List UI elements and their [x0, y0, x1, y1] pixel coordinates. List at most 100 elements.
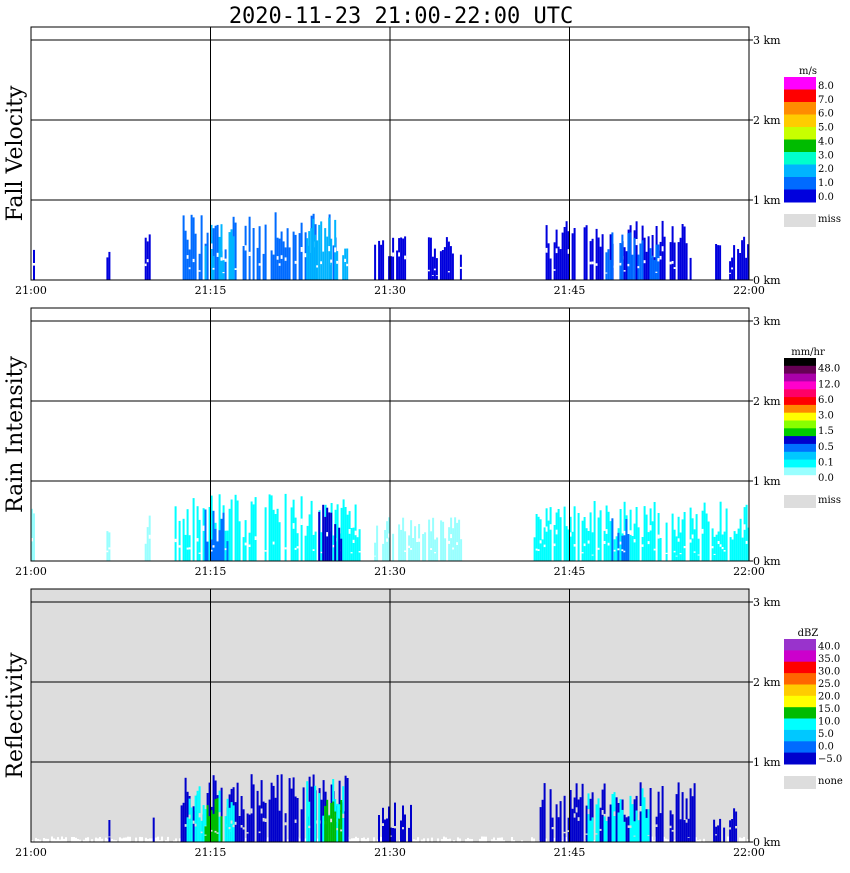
echo-column — [471, 839, 473, 842]
echo-cluster — [378, 802, 412, 842]
colorbar-swatch — [784, 397, 816, 406]
echo-column — [228, 508, 231, 561]
echo-column — [146, 527, 149, 561]
echo-gap — [316, 265, 319, 268]
echo-column — [204, 826, 207, 842]
colorbar-swatch — [784, 661, 816, 674]
echo-column — [443, 247, 446, 280]
echo-column — [380, 244, 383, 280]
echo-gap — [434, 552, 437, 554]
colorbar-swatch — [784, 139, 816, 153]
colorbar-label: 3.0 — [818, 411, 834, 422]
echo-column — [63, 838, 65, 842]
echo-column — [238, 521, 241, 561]
echo-column — [305, 838, 307, 842]
echo-gap — [723, 550, 726, 552]
echo-column — [533, 838, 535, 842]
echo-gap — [605, 272, 608, 274]
echo-column — [402, 805, 404, 842]
echo-column — [543, 783, 546, 842]
echo-column — [739, 253, 742, 280]
echo-column — [435, 258, 438, 280]
echo-column — [605, 252, 608, 280]
echo-gap — [715, 834, 718, 836]
echo-gap — [687, 837, 690, 838]
echo-column — [451, 253, 454, 280]
echo-column — [413, 839, 415, 842]
echo-column — [635, 507, 638, 561]
echo-column — [314, 785, 317, 842]
echo-column — [299, 838, 301, 842]
colorbar-swatch — [784, 718, 816, 731]
echo-gap — [284, 822, 287, 826]
echo-column — [194, 795, 197, 842]
echo-column — [294, 796, 297, 842]
colorbar-swatch — [784, 673, 816, 685]
echo-column — [270, 250, 273, 280]
height-axis: 0 km 1 km 2 km 3 km — [749, 315, 781, 568]
echo-gap — [543, 544, 546, 548]
echo-gap — [623, 530, 626, 536]
echo-column — [198, 253, 201, 280]
echo-gap — [635, 239, 638, 246]
echo-gap — [621, 549, 624, 552]
echo-column — [601, 789, 604, 842]
echo-column — [344, 507, 347, 561]
echo-column — [595, 228, 598, 280]
echo-column — [173, 840, 175, 842]
echo-gap — [300, 518, 303, 525]
echo-column — [693, 529, 696, 561]
time-axis: 21:00 21:15 21:30 21:45 22:00 — [15, 846, 765, 859]
echo-column — [669, 242, 672, 280]
echo-column — [571, 808, 574, 842]
echo-column — [619, 509, 622, 561]
colorbar-swatch — [784, 451, 816, 461]
echo-column — [278, 238, 281, 280]
echo-column — [547, 243, 550, 280]
echo-column — [306, 525, 309, 561]
echo-gap — [456, 542, 459, 545]
echo-column — [541, 539, 544, 561]
time-tick-label: 21:45 — [554, 284, 586, 297]
echo-column — [394, 802, 396, 842]
echo-column — [353, 838, 355, 842]
echo-column — [204, 509, 207, 561]
echo-gap — [348, 529, 351, 534]
height-tick-label: 3 km — [753, 315, 781, 328]
echo-column — [322, 780, 325, 842]
echo-column — [479, 838, 481, 842]
echo-gap — [194, 823, 197, 827]
echo-data — [31, 493, 750, 561]
echo-column — [182, 802, 185, 842]
echo-gap — [431, 275, 434, 276]
echo-gap — [555, 248, 558, 254]
echo-column — [402, 517, 405, 561]
echo-column — [148, 234, 151, 280]
echo-gap — [284, 547, 287, 550]
echo-column — [300, 809, 303, 842]
echo-gap — [210, 549, 213, 552]
echo-column — [230, 229, 233, 280]
echo-gap — [408, 545, 411, 548]
colorbar-label: 0.5 — [818, 442, 834, 453]
echo-gap — [721, 547, 724, 550]
echo-column — [707, 521, 710, 561]
echo-column — [123, 837, 125, 842]
echo-column — [31, 840, 33, 842]
echo-column — [256, 790, 259, 842]
echo-column — [152, 817, 155, 842]
echo-gap — [174, 538, 177, 543]
echo-column — [342, 255, 345, 280]
echo-column — [428, 519, 431, 561]
echo-gap — [246, 832, 249, 834]
echo-column — [673, 840, 675, 842]
echo-column — [361, 838, 363, 842]
echo-column — [186, 817, 189, 842]
echo-column — [248, 216, 251, 280]
echo-gap — [186, 255, 189, 259]
echo-column — [306, 238, 309, 280]
colorbar: dBZ 40.035.0 30.025.0 20.015.0 10.05.0 0.0−5.… — [784, 628, 843, 789]
echo-column — [521, 840, 523, 842]
echo-column — [467, 837, 469, 842]
